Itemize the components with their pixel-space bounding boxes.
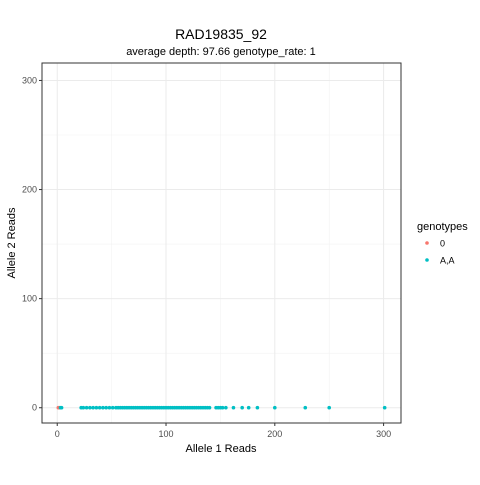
chart-title: RAD19835_92: [175, 26, 267, 42]
legend-title: genotypes: [417, 221, 468, 233]
data-point: [231, 405, 236, 410]
data-point: [224, 405, 228, 410]
y-axis-label: Allele 2 Reads: [6, 207, 18, 278]
data-point: [303, 405, 308, 410]
data-point: [110, 405, 115, 410]
y-tick-label: 300: [22, 75, 37, 85]
data-point: [91, 405, 95, 410]
plot-panel: [42, 63, 401, 423]
data-point: [94, 405, 99, 410]
data-point: [101, 405, 105, 410]
plot-border: [41, 62, 402, 424]
data-point: [273, 405, 277, 410]
data-point: [255, 405, 260, 410]
legend-label: A,A: [440, 256, 455, 266]
x-tick-label: 200: [267, 429, 282, 439]
data-point: [220, 405, 225, 410]
axis-ticks: 0 100 200 300 0 100 200 300: [22, 75, 391, 439]
data-points: [56, 405, 387, 410]
data-point: [382, 405, 387, 410]
data-point: [327, 405, 332, 410]
x-axis-label: Allele 1 Reads: [186, 443, 257, 455]
data-point: [104, 405, 108, 410]
data-point: [81, 405, 86, 410]
y-tick-label: 0: [32, 403, 37, 413]
data-point: [84, 405, 89, 410]
chart-subtitle: average depth: 97.66 genotype_rate: 1: [126, 46, 316, 58]
data-point: [207, 405, 212, 410]
x-tick-label: 0: [55, 429, 60, 439]
legend-items: 0 A,A: [425, 239, 455, 266]
data-point: [97, 405, 102, 410]
legend-label: 0: [440, 239, 445, 249]
data-point: [246, 405, 251, 410]
x-tick-label: 300: [376, 429, 391, 439]
legend-key: [425, 258, 429, 262]
data-point: [88, 405, 92, 410]
data-point: [240, 405, 244, 410]
y-tick-label: 100: [22, 294, 37, 304]
legend: genotypes 0 A,A: [417, 221, 468, 266]
legend-key: [425, 241, 429, 245]
data-point: [59, 405, 64, 410]
y-tick-label: 200: [22, 185, 37, 195]
data-point: [107, 405, 112, 410]
x-tick-label: 100: [159, 429, 174, 439]
